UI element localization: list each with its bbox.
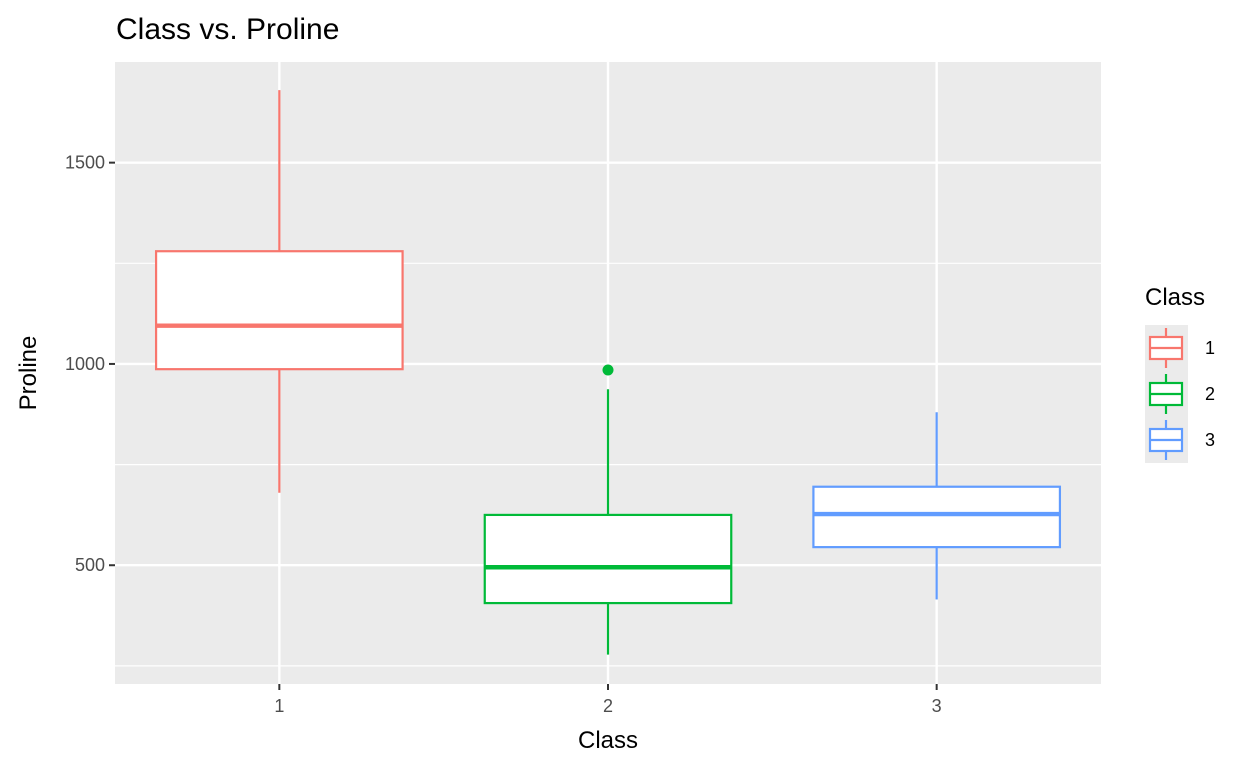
y-tick-label: 500 xyxy=(75,555,105,575)
interquartile-box xyxy=(812,485,1062,549)
interquartile-box xyxy=(483,513,733,605)
chart-title: Class vs. Proline xyxy=(116,13,339,46)
x-tick-label: 2 xyxy=(603,696,613,716)
interquartile-box xyxy=(154,250,404,371)
box-class-1 xyxy=(154,90,404,493)
legend-label: 2 xyxy=(1205,384,1215,404)
box-series xyxy=(154,90,1062,655)
x-tick-label: 3 xyxy=(932,696,942,716)
x-tick-label: 1 xyxy=(274,696,284,716)
legend-key-3 xyxy=(1148,420,1184,460)
legend: Class 1 2 3 xyxy=(1145,284,1215,463)
y-tick-label: 1000 xyxy=(65,354,105,374)
y-tick-label: 1500 xyxy=(65,153,105,173)
box-class-2 xyxy=(483,364,733,655)
y-axis-title: Proline xyxy=(15,336,42,411)
y-axis: 500 1000 1500 xyxy=(65,153,115,575)
legend-label: 3 xyxy=(1205,430,1215,450)
x-axis: 1 2 3 xyxy=(274,684,942,716)
x-axis-title: Class xyxy=(578,727,638,754)
legend-key-2 xyxy=(1148,374,1184,414)
legend-label: 1 xyxy=(1205,338,1215,358)
outlier-point xyxy=(602,364,614,376)
legend-title: Class xyxy=(1145,284,1205,311)
legend-key-1 xyxy=(1148,328,1184,368)
box-class-3 xyxy=(812,412,1062,600)
